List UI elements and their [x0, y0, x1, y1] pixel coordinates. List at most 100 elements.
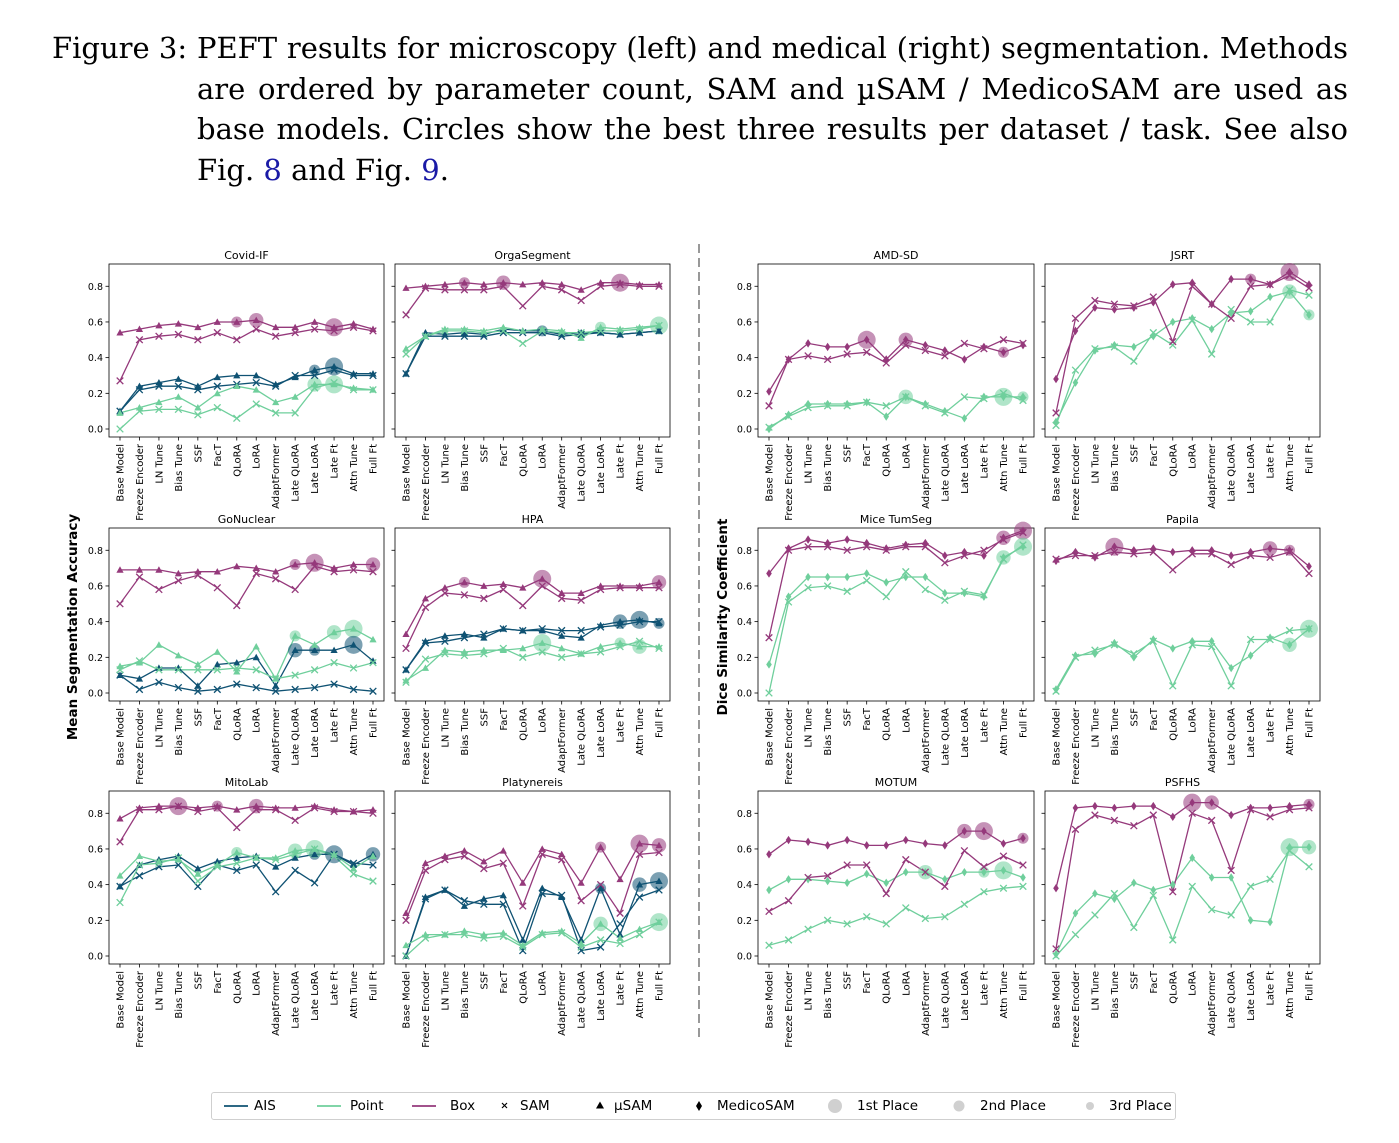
figure-ref-link[interactable]: 9 — [421, 152, 440, 187]
data-point — [635, 616, 644, 623]
data-point — [155, 805, 163, 814]
data-point — [135, 657, 144, 665]
data-point — [155, 382, 163, 390]
x-tick-label: Late Ft — [1266, 444, 1277, 479]
y-tick-label: 0.6 — [88, 317, 103, 328]
data-point — [882, 889, 890, 898]
data-point — [765, 689, 773, 697]
data-point — [135, 325, 144, 332]
x-tick-label: Late LoRA — [596, 708, 607, 758]
data-point — [1071, 653, 1080, 662]
data-point — [1247, 651, 1254, 660]
x-tick-label: SSF — [843, 971, 854, 990]
data-point — [784, 412, 793, 421]
data-point — [460, 930, 469, 939]
data-point — [194, 877, 202, 885]
data-point — [1000, 392, 1007, 402]
data-point — [999, 535, 1008, 544]
y-tick-label: 0.6 — [737, 844, 752, 855]
data-point — [1207, 550, 1216, 558]
data-point — [310, 325, 319, 333]
data-point — [310, 384, 319, 392]
data-point — [291, 323, 299, 331]
series-line-box — [768, 531, 1024, 638]
data-point — [116, 329, 124, 336]
y-tick-label: 0.6 — [88, 844, 103, 855]
data-point — [1019, 396, 1027, 405]
data-point — [766, 660, 772, 669]
data-point — [538, 648, 546, 656]
data-point — [1072, 803, 1079, 813]
data-point — [843, 861, 851, 869]
legend-symbol — [501, 1102, 508, 1109]
data-point — [1247, 916, 1254, 925]
data-point — [558, 330, 566, 338]
data-point — [577, 879, 585, 886]
figure-ref-link[interactable]: 8 — [263, 152, 282, 187]
data-point — [766, 387, 772, 396]
data-point — [402, 345, 410, 352]
data-point — [421, 895, 430, 903]
data-point — [272, 323, 280, 331]
data-point — [655, 617, 663, 626]
x-tick-label: AdaptFormer — [557, 707, 568, 773]
data-point — [538, 850, 546, 859]
data-point — [1000, 553, 1007, 562]
data-point — [980, 394, 988, 403]
data-point — [174, 854, 183, 862]
data-point — [823, 402, 832, 410]
data-point — [233, 601, 241, 610]
x-tick-label: Freeze Encoder — [1071, 443, 1082, 521]
data-point — [194, 682, 202, 689]
plot-frame — [108, 527, 385, 702]
y-tick-label: 0.4 — [737, 880, 752, 891]
data-point — [271, 382, 280, 390]
x-tick-label: Attn Tune — [349, 444, 360, 491]
y-tick-label: 0.2 — [737, 653, 752, 664]
series-line-box — [405, 578, 660, 635]
data-point — [1150, 635, 1157, 644]
data-point — [135, 675, 144, 682]
data-point — [999, 389, 1008, 398]
plot-frame — [1044, 527, 1321, 702]
data-point — [1227, 911, 1235, 919]
data-point — [538, 282, 546, 291]
x-tick-label: Late Ft — [616, 444, 627, 479]
x-tick-label: Late Ft — [979, 708, 990, 743]
data-point — [349, 560, 358, 568]
data-point — [349, 384, 358, 391]
data-point — [961, 826, 968, 836]
data-point — [1266, 280, 1274, 289]
data-point — [402, 350, 410, 358]
series-line-point — [768, 546, 1024, 665]
x-tick-label: QLoRA — [1168, 708, 1179, 741]
data-point — [252, 861, 260, 869]
data-point — [1267, 803, 1273, 813]
x-tick-label: LoRA — [901, 708, 912, 733]
data-point — [1169, 547, 1176, 557]
panel-title: MOTUM — [875, 776, 917, 789]
x-tick-label: Attn Tune — [349, 971, 360, 1018]
data-point — [135, 385, 144, 394]
data-point — [174, 375, 182, 382]
data-point — [1110, 816, 1119, 825]
data-point — [1266, 875, 1274, 884]
series-line-ais — [405, 889, 660, 957]
data-point — [441, 332, 449, 340]
series-line-box — [1055, 807, 1310, 950]
data-point — [616, 582, 624, 589]
data-point — [1246, 318, 1255, 326]
series-line-point — [1055, 846, 1309, 955]
data-point — [1207, 350, 1216, 358]
data-point — [1000, 866, 1007, 875]
x-tick-label: LN Tune — [1090, 708, 1101, 748]
data-point — [999, 852, 1008, 860]
data-point — [1267, 292, 1273, 302]
data-point — [961, 867, 968, 877]
y-tick-label: 0.4 — [737, 617, 752, 628]
data-point — [330, 806, 338, 813]
data-point — [194, 687, 202, 695]
data-point — [843, 546, 851, 555]
data-point — [116, 898, 124, 907]
series-line-box — [1055, 801, 1310, 889]
